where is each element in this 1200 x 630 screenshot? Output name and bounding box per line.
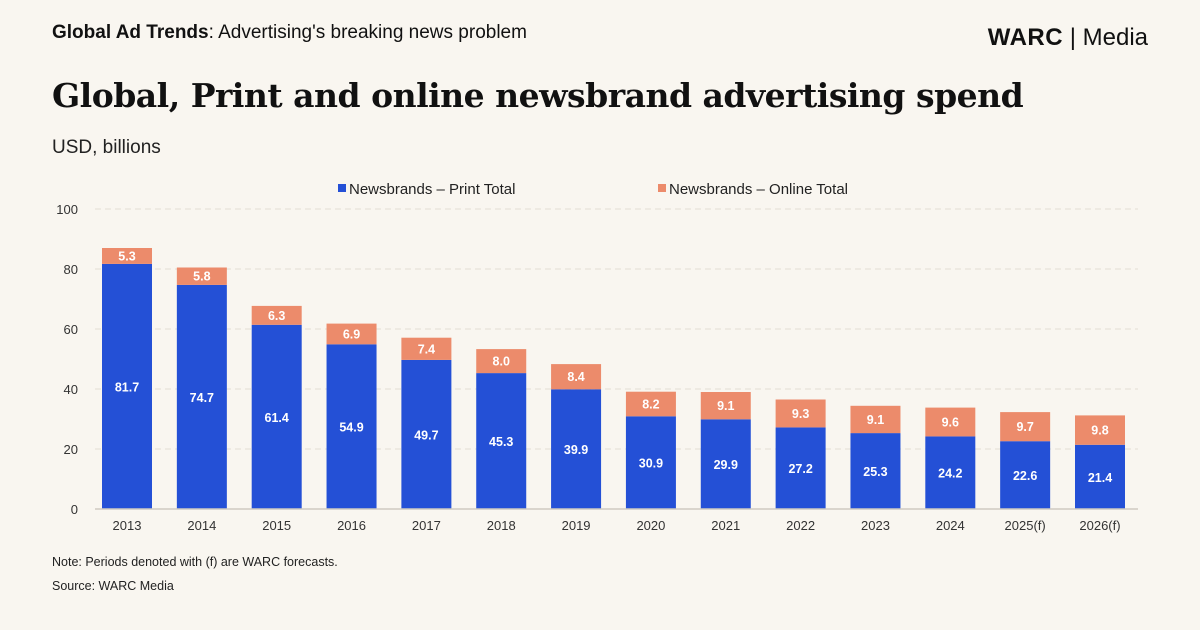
- bar-print: [476, 373, 527, 509]
- brand-logo: WARC | Media: [988, 24, 1148, 52]
- y-tick-label: 80: [64, 262, 78, 277]
- data-label: 30.9: [639, 457, 663, 471]
- data-label: 61.4: [265, 411, 289, 425]
- bar-online: [176, 267, 227, 285]
- x-tick-label: 2023: [861, 518, 890, 533]
- kicker-bold: Global Ad Trends: [52, 22, 209, 43]
- note: Note: Periods denoted with (f) are WARC …: [52, 555, 338, 569]
- bar-print: [700, 419, 751, 509]
- bar-print: [102, 263, 152, 509]
- data-label: 9.8: [1091, 424, 1108, 438]
- chart-title: Global, Print and online newsbrand adver…: [52, 76, 1024, 115]
- x-tick-label: 2019: [562, 518, 591, 533]
- y-tick-label: 0: [71, 502, 78, 517]
- x-tick-label: 2017: [412, 518, 441, 533]
- bar-online: [700, 392, 751, 420]
- bar-print: [251, 324, 302, 509]
- bar-print: [326, 344, 377, 509]
- data-label: 5.8: [193, 270, 210, 284]
- bar-print: [176, 284, 227, 509]
- data-label: 49.7: [414, 428, 438, 442]
- data-label: 74.7: [190, 391, 214, 405]
- data-label: 9.1: [717, 399, 734, 413]
- x-tick-label: 2015: [262, 518, 291, 533]
- bar-print: [775, 427, 826, 509]
- bar-online: [775, 399, 826, 428]
- data-label: 6.3: [268, 309, 285, 323]
- bar-print: [625, 416, 676, 509]
- data-label: 7.4: [418, 342, 435, 356]
- x-tick-label: 2022: [786, 518, 815, 533]
- y-tick-label: 40: [64, 382, 78, 397]
- data-label: 39.9: [564, 443, 588, 457]
- legend-swatch: [658, 184, 666, 192]
- bar-print: [1075, 444, 1125, 509]
- data-label: 8.4: [567, 370, 584, 384]
- x-tick-label: 2025(f): [1005, 518, 1046, 533]
- x-tick-label: 2014: [187, 518, 216, 533]
- legend-label: Newsbrands – Print Total: [349, 181, 515, 198]
- bar-online: [401, 337, 452, 360]
- data-label: 22.6: [1013, 469, 1037, 483]
- kicker: Global Ad Trends: Advertising's breaking…: [52, 22, 527, 44]
- bar-online: [625, 391, 676, 417]
- bar-online: [251, 305, 302, 325]
- data-label: 24.2: [938, 467, 962, 481]
- bar-online: [850, 405, 901, 434]
- bar-online: [102, 248, 152, 264]
- data-label: 81.7: [115, 380, 139, 394]
- bar-online: [551, 364, 602, 390]
- bar-online: [1000, 412, 1051, 442]
- bar-print: [850, 433, 901, 509]
- y-tick-label: 100: [56, 202, 78, 217]
- data-label: 21.4: [1088, 471, 1112, 485]
- bar-online: [1075, 415, 1125, 445]
- data-label: 25.3: [863, 465, 887, 479]
- data-label: 29.9: [714, 458, 738, 472]
- x-tick-label: 2024: [936, 518, 965, 533]
- x-tick-label: 2026(f): [1079, 518, 1120, 533]
- x-tick-label: 2018: [487, 518, 516, 533]
- data-label: 9.6: [942, 416, 959, 430]
- bar-print: [925, 436, 976, 509]
- bar-print: [1000, 441, 1051, 509]
- brand-rest: | Media: [1063, 24, 1148, 51]
- data-label: 9.1: [867, 413, 884, 427]
- brand-bold: WARC: [987, 24, 1064, 51]
- data-label: 45.3: [489, 435, 513, 449]
- x-tick-label: 2021: [711, 518, 740, 533]
- chart-subtitle: USD, billions: [52, 137, 161, 158]
- x-tick-label: 2020: [636, 518, 665, 533]
- source: Source: WARC Media: [52, 579, 174, 593]
- bar-print: [551, 389, 602, 509]
- data-label: 5.3: [118, 249, 135, 263]
- data-label: 9.7: [1016, 420, 1033, 434]
- legend-swatch: [338, 184, 346, 192]
- data-label: 54.9: [339, 421, 363, 435]
- x-tick-label: 2016: [337, 518, 366, 533]
- legend-label: Newsbrands – Online Total: [669, 181, 848, 198]
- data-label: 8.0: [493, 355, 510, 369]
- bar-online: [476, 349, 527, 374]
- data-label: 6.9: [343, 327, 360, 341]
- x-tick-label: 2013: [113, 518, 142, 533]
- kicker-rest: : Advertising's breaking news problem: [208, 22, 527, 43]
- data-label: 27.2: [788, 462, 812, 476]
- bar-print: [401, 359, 452, 509]
- data-label: 8.2: [642, 398, 659, 412]
- y-tick-label: 20: [64, 442, 78, 457]
- y-tick-label: 60: [64, 322, 78, 337]
- bar-online: [326, 323, 377, 345]
- bar-online: [925, 407, 976, 437]
- data-label: 9.3: [792, 407, 809, 421]
